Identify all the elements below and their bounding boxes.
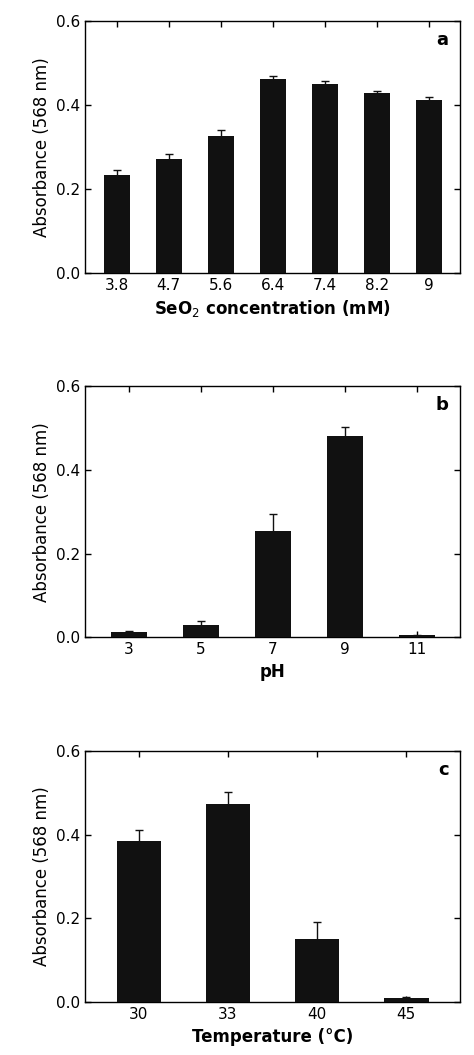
Bar bbox=[255, 531, 291, 637]
Bar bbox=[117, 841, 161, 1002]
X-axis label: SeO$_2$ concentration (mM): SeO$_2$ concentration (mM) bbox=[154, 299, 391, 319]
Bar bbox=[416, 99, 442, 272]
Bar bbox=[103, 175, 129, 272]
Text: a: a bbox=[437, 32, 448, 50]
Bar bbox=[182, 625, 219, 637]
X-axis label: pH: pH bbox=[260, 663, 285, 680]
X-axis label: Temperature (°C): Temperature (°C) bbox=[192, 1028, 353, 1046]
Bar bbox=[260, 79, 285, 272]
Bar bbox=[364, 93, 390, 272]
Y-axis label: Absorbance (568 nm): Absorbance (568 nm) bbox=[33, 787, 51, 966]
Bar bbox=[311, 84, 337, 272]
Bar bbox=[206, 804, 250, 1002]
Bar bbox=[399, 635, 435, 637]
Y-axis label: Absorbance (568 nm): Absorbance (568 nm) bbox=[33, 422, 51, 601]
Bar bbox=[295, 939, 339, 1002]
Bar bbox=[327, 436, 363, 637]
Bar bbox=[384, 998, 428, 1002]
Y-axis label: Absorbance (568 nm): Absorbance (568 nm) bbox=[33, 57, 51, 236]
Bar bbox=[155, 158, 182, 272]
Bar bbox=[110, 632, 146, 637]
Text: c: c bbox=[438, 761, 448, 779]
Bar bbox=[208, 136, 234, 272]
Text: b: b bbox=[436, 396, 448, 414]
